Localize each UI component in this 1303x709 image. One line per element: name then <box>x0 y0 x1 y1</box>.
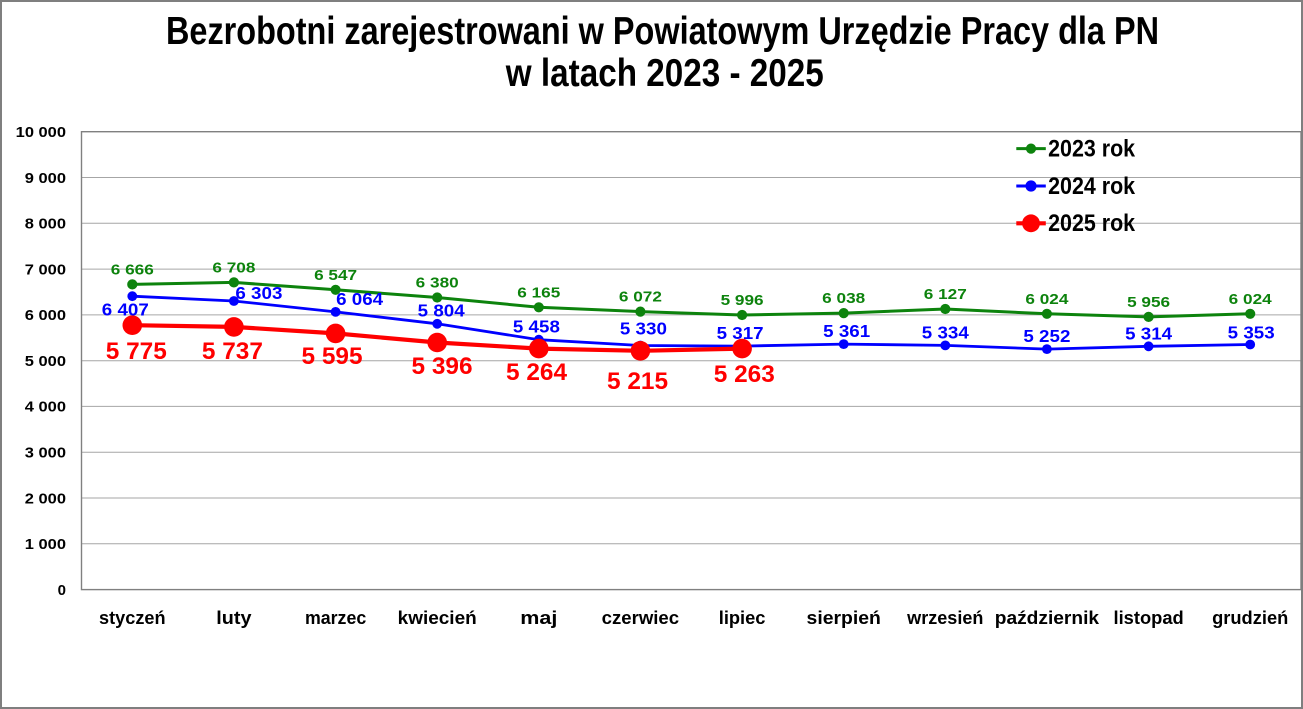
svg-text:9 000: 9 000 <box>25 170 66 187</box>
svg-text:0: 0 <box>58 582 66 599</box>
svg-text:5 264: 5 264 <box>506 359 568 386</box>
svg-text:6 165: 6 165 <box>517 284 560 301</box>
svg-text:5 215: 5 215 <box>607 368 668 395</box>
svg-text:czerwiec: czerwiec <box>602 608 679 628</box>
svg-text:8 000: 8 000 <box>25 216 66 233</box>
svg-text:październik: październik <box>995 608 1100 628</box>
svg-text:1 000: 1 000 <box>25 536 66 553</box>
svg-text:5 263: 5 263 <box>714 361 775 388</box>
svg-text:wrzesień: wrzesień <box>906 608 983 628</box>
svg-text:5 458: 5 458 <box>513 317 560 337</box>
svg-text:5 334: 5 334 <box>922 322 969 342</box>
svg-text:6 000: 6 000 <box>25 307 66 324</box>
svg-text:6 127: 6 127 <box>924 286 967 303</box>
svg-text:5 361: 5 361 <box>823 321 870 341</box>
svg-text:2023 rok: 2023 rok <box>1048 135 1136 162</box>
svg-text:kwiecień: kwiecień <box>398 608 477 628</box>
svg-text:Bezrobotni zarejestrowani w Po: Bezrobotni zarejestrowani w Powiatowym U… <box>166 10 1159 53</box>
svg-text:5 317: 5 317 <box>717 323 764 343</box>
svg-text:6 064: 6 064 <box>336 289 383 309</box>
svg-text:5 996: 5 996 <box>721 292 764 309</box>
svg-text:5 252: 5 252 <box>1023 326 1070 346</box>
svg-text:w latach 2023 - 2025: w latach 2023 - 2025 <box>505 52 824 95</box>
svg-text:grudzień: grudzień <box>1212 608 1288 628</box>
svg-text:3 000: 3 000 <box>25 445 66 462</box>
svg-text:6 072: 6 072 <box>619 289 662 306</box>
svg-text:2 000: 2 000 <box>25 490 66 507</box>
svg-text:5 775: 5 775 <box>106 338 167 365</box>
svg-text:marzec: marzec <box>305 608 366 628</box>
svg-text:5 330: 5 330 <box>620 319 667 339</box>
svg-text:6 666: 6 666 <box>111 261 154 278</box>
svg-text:styczeń: styczeń <box>99 608 166 628</box>
svg-text:5 314: 5 314 <box>1125 323 1172 343</box>
svg-text:lipiec: lipiec <box>719 608 766 628</box>
svg-text:5 353: 5 353 <box>1228 322 1275 342</box>
svg-text:5 956: 5 956 <box>1127 294 1170 311</box>
svg-text:5 595: 5 595 <box>302 343 363 370</box>
svg-text:listopad: listopad <box>1114 608 1184 628</box>
svg-text:7 000: 7 000 <box>25 261 66 278</box>
svg-text:4 000: 4 000 <box>25 399 66 416</box>
svg-text:6 024: 6 024 <box>1229 291 1273 308</box>
svg-text:luty: luty <box>216 608 251 628</box>
svg-text:2025 rok: 2025 rok <box>1048 210 1136 237</box>
svg-text:5 396: 5 396 <box>412 353 473 380</box>
svg-text:6 547: 6 547 <box>314 267 357 284</box>
svg-text:5 804: 5 804 <box>418 301 465 321</box>
svg-text:6 708: 6 708 <box>212 259 255 276</box>
svg-text:6 024: 6 024 <box>1025 291 1069 308</box>
svg-text:5 737: 5 737 <box>202 338 263 365</box>
svg-text:2024 rok: 2024 rok <box>1048 173 1136 200</box>
svg-text:6 038: 6 038 <box>822 290 865 307</box>
svg-text:6 380: 6 380 <box>416 275 459 292</box>
svg-text:5 000: 5 000 <box>25 353 66 370</box>
svg-text:sierpień: sierpień <box>807 608 881 628</box>
svg-text:maj: maj <box>520 608 557 628</box>
svg-text:10 000: 10 000 <box>16 124 66 141</box>
svg-text:6 303: 6 303 <box>235 283 282 303</box>
svg-text:6 407: 6 407 <box>102 300 149 320</box>
